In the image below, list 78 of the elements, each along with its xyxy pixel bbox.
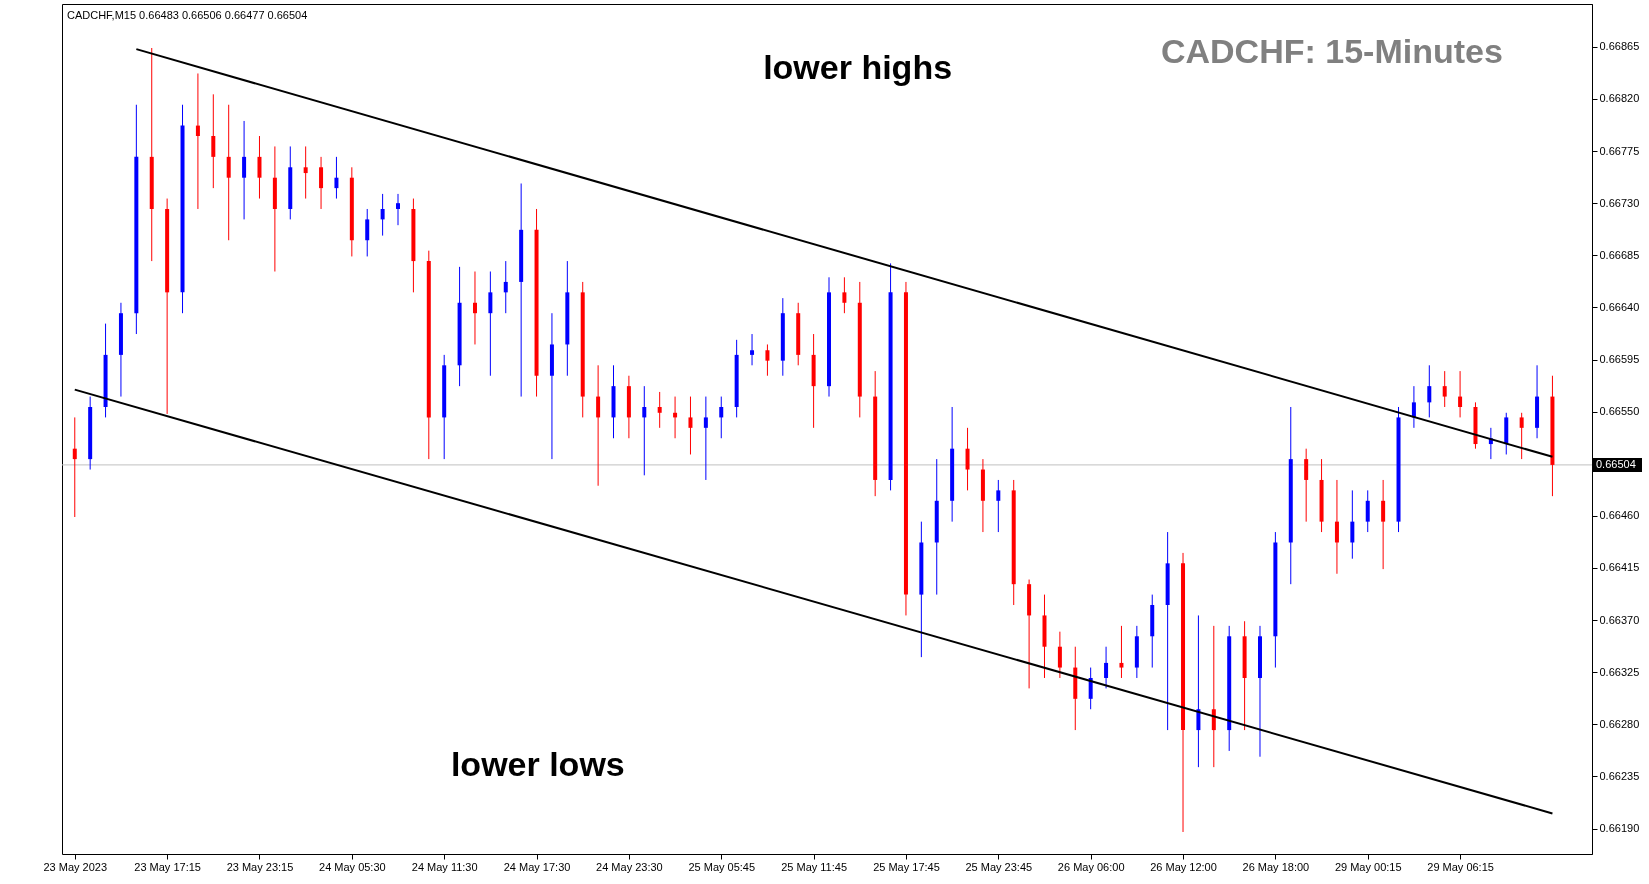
candlestick <box>1519 412 1524 460</box>
annotation: lower lows <box>450 744 625 783</box>
candlestick <box>1411 385 1416 429</box>
y-tick-label: 0.66415 <box>1599 561 1640 574</box>
x-tick-label: 23 May 17:15 <box>134 860 201 873</box>
candlestick <box>488 271 493 377</box>
candlestick <box>257 135 262 200</box>
y-tick-label: 0.66280 <box>1599 717 1640 730</box>
candlestick <box>1442 370 1447 408</box>
candlestick <box>1365 489 1370 533</box>
candlestick <box>965 427 970 491</box>
x-tick-label: 25 May 11:45 <box>781 860 848 873</box>
x-tick-label: 29 May 06:15 <box>1427 860 1494 873</box>
y-tick-label: 0.66820 <box>1599 92 1640 105</box>
x-tick-label: 26 May 18:00 <box>1242 860 1310 873</box>
y-tick-label: 0.66640 <box>1599 300 1640 313</box>
candlestick <box>1104 646 1109 689</box>
y-tick-label: 0.66730 <box>1599 196 1640 209</box>
text: CADCHF: 15-Minutes <box>1160 32 1503 71</box>
candlestick <box>380 193 385 237</box>
candlestick <box>1427 364 1432 418</box>
candlestick <box>642 385 647 476</box>
candlestick <box>596 364 601 487</box>
candlestick <box>1334 479 1339 575</box>
x-tick-label: 24 May 05:30 <box>319 860 386 873</box>
candlestick <box>1350 489 1355 560</box>
x-tick-label: 26 May 06:00 <box>1057 860 1125 873</box>
candlestick <box>319 156 324 210</box>
candlestick <box>242 120 247 220</box>
candlestick <box>211 93 216 189</box>
candlestick <box>1088 667 1093 710</box>
candlestick <box>365 208 370 257</box>
candlestick <box>1304 448 1309 523</box>
x-tick-label: 23 May 23:15 <box>226 860 294 873</box>
candlestick <box>195 72 200 210</box>
candlestick <box>226 104 231 241</box>
y-tick-label: 0.66685 <box>1599 248 1640 261</box>
x-tick-label: 26 May 12:00 <box>1150 860 1217 873</box>
annotation: lower highs <box>763 47 953 86</box>
candlestick <box>719 396 724 439</box>
candlestick <box>72 416 77 518</box>
candlestick <box>703 396 708 481</box>
candlestick <box>996 479 1001 533</box>
candlestick <box>842 276 847 314</box>
candlestick <box>1381 479 1386 570</box>
x-tick-label: 29 May 00:15 <box>1334 860 1402 873</box>
ref-line-label: 0.66504 <box>1596 457 1636 470</box>
y-tick-label: 0.66325 <box>1599 665 1640 678</box>
x-tick-label: 24 May 11:30 <box>411 860 478 873</box>
y-tick-label: 0.66190 <box>1599 822 1640 835</box>
annotation: CADCHF,M15 0.66483 0.66506 0.66477 0.66504 <box>67 9 308 21</box>
x-tick-label: 24 May 17:30 <box>503 860 571 873</box>
candlestick <box>1196 614 1201 768</box>
candlestick <box>1458 370 1463 418</box>
candlestick <box>472 271 477 345</box>
x-tick-label: 25 May 23:45 <box>965 860 1033 873</box>
candlestick <box>750 333 755 366</box>
y-tick-label: 0.66550 <box>1599 405 1640 418</box>
y-tick-label: 0.66235 <box>1599 769 1640 782</box>
candlestick <box>303 145 308 200</box>
y-tick-label: 0.66370 <box>1599 613 1640 626</box>
candlestick <box>765 343 770 377</box>
candlestick <box>1211 625 1216 768</box>
x-tick-label: 23 May 2023 <box>43 860 108 873</box>
candlestick <box>1057 631 1062 679</box>
candlestick <box>334 156 339 200</box>
candlestick <box>1119 625 1124 679</box>
y-tick-label: 0.66460 <box>1599 509 1640 522</box>
x-tick-label: 24 May 23:30 <box>596 860 663 873</box>
y-tick-label: 0.66595 <box>1599 353 1640 366</box>
candlestick <box>503 260 508 314</box>
x-tick-label: 25 May 05:45 <box>688 860 756 873</box>
candlestick <box>688 396 693 455</box>
candlestick <box>657 391 662 429</box>
y-tick-label: 0.66865 <box>1599 40 1640 53</box>
x-tick-label: 25 May 17:45 <box>873 860 940 873</box>
y-tick-label: 0.66775 <box>1599 144 1640 157</box>
candlestick <box>396 193 401 226</box>
